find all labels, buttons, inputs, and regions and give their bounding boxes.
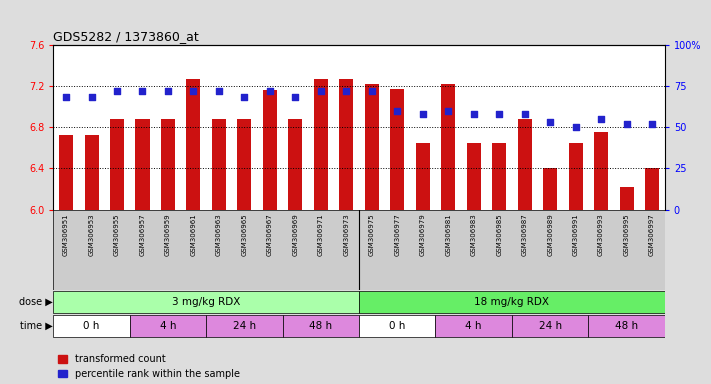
- Point: [239, 94, 250, 101]
- Bar: [263, 90, 277, 210]
- Text: GSM306993: GSM306993: [598, 214, 604, 257]
- Point: [112, 88, 123, 94]
- Point: [545, 119, 556, 125]
- Bar: [359, 291, 665, 313]
- Text: 48 h: 48 h: [615, 321, 638, 331]
- Text: GSM306995: GSM306995: [624, 214, 629, 257]
- Text: GSM306981: GSM306981: [445, 214, 451, 257]
- Point: [137, 88, 148, 94]
- Bar: [518, 119, 532, 210]
- Text: time ▶: time ▶: [20, 321, 53, 331]
- Bar: [186, 79, 201, 210]
- Point: [621, 121, 632, 127]
- Point: [366, 88, 378, 94]
- Bar: [212, 119, 226, 210]
- Bar: [365, 84, 379, 210]
- Point: [392, 108, 403, 114]
- Text: GSM306989: GSM306989: [547, 214, 553, 257]
- Text: GSM306953: GSM306953: [89, 214, 95, 257]
- Point: [188, 88, 199, 94]
- Point: [519, 111, 530, 117]
- Bar: [619, 187, 634, 210]
- Bar: [339, 79, 353, 210]
- Text: GSM306975: GSM306975: [369, 214, 375, 257]
- Text: 3 mg/kg RDX: 3 mg/kg RDX: [172, 297, 240, 307]
- Bar: [492, 142, 506, 210]
- Text: GSM306985: GSM306985: [496, 214, 502, 257]
- Text: GSM306997: GSM306997: [649, 214, 655, 257]
- Bar: [442, 84, 455, 210]
- Bar: [645, 168, 659, 210]
- Bar: [129, 315, 206, 337]
- Text: GSM306983: GSM306983: [471, 214, 476, 257]
- Text: GSM306973: GSM306973: [343, 214, 349, 257]
- Text: GSM306991: GSM306991: [572, 214, 579, 257]
- Point: [341, 88, 352, 94]
- Legend: transformed count, percentile rank within the sample: transformed count, percentile rank withi…: [58, 354, 240, 379]
- Text: GSM306951: GSM306951: [63, 214, 69, 257]
- Bar: [466, 142, 481, 210]
- Point: [289, 94, 301, 101]
- Point: [595, 116, 606, 122]
- Text: GSM306977: GSM306977: [395, 214, 400, 257]
- Point: [264, 88, 276, 94]
- Bar: [569, 142, 582, 210]
- Bar: [59, 136, 73, 210]
- Text: GSM306957: GSM306957: [139, 214, 146, 257]
- Point: [86, 94, 97, 101]
- Text: GSM306955: GSM306955: [114, 214, 120, 256]
- Text: 0 h: 0 h: [389, 321, 405, 331]
- Text: GSM306979: GSM306979: [419, 214, 426, 257]
- Bar: [237, 119, 252, 210]
- Text: GSM306959: GSM306959: [165, 214, 171, 257]
- Text: GSM306987: GSM306987: [522, 214, 528, 257]
- Bar: [206, 315, 283, 337]
- Text: GSM306969: GSM306969: [292, 214, 299, 257]
- Bar: [53, 291, 359, 313]
- Text: GSM306967: GSM306967: [267, 214, 273, 257]
- Text: GSM306965: GSM306965: [242, 214, 247, 257]
- Bar: [390, 89, 405, 210]
- Text: 24 h: 24 h: [232, 321, 256, 331]
- Bar: [161, 119, 175, 210]
- Text: GSM306961: GSM306961: [191, 214, 196, 257]
- Text: GDS5282 / 1373860_at: GDS5282 / 1373860_at: [53, 30, 199, 43]
- Bar: [543, 168, 557, 210]
- Point: [442, 108, 454, 114]
- Bar: [589, 315, 665, 337]
- Bar: [110, 119, 124, 210]
- Bar: [435, 315, 512, 337]
- Point: [646, 121, 658, 127]
- Bar: [359, 315, 435, 337]
- Text: 18 mg/kg RDX: 18 mg/kg RDX: [474, 297, 550, 307]
- Bar: [314, 79, 328, 210]
- Point: [60, 94, 72, 101]
- Bar: [85, 136, 99, 210]
- Bar: [136, 119, 149, 210]
- Point: [468, 111, 479, 117]
- Bar: [594, 132, 608, 210]
- Bar: [53, 315, 129, 337]
- Bar: [512, 315, 589, 337]
- Point: [315, 88, 326, 94]
- Bar: [283, 315, 359, 337]
- Text: 48 h: 48 h: [309, 321, 333, 331]
- Text: 4 h: 4 h: [466, 321, 482, 331]
- Point: [570, 124, 582, 130]
- Point: [417, 111, 429, 117]
- Text: GSM306963: GSM306963: [216, 214, 222, 257]
- Text: 24 h: 24 h: [538, 321, 562, 331]
- Text: dose ▶: dose ▶: [19, 297, 53, 307]
- Point: [162, 88, 173, 94]
- Text: 0 h: 0 h: [83, 321, 100, 331]
- Point: [493, 111, 505, 117]
- Bar: [289, 119, 302, 210]
- Bar: [416, 142, 429, 210]
- Point: [213, 88, 225, 94]
- Text: 4 h: 4 h: [160, 321, 176, 331]
- Text: GSM306971: GSM306971: [318, 214, 324, 257]
